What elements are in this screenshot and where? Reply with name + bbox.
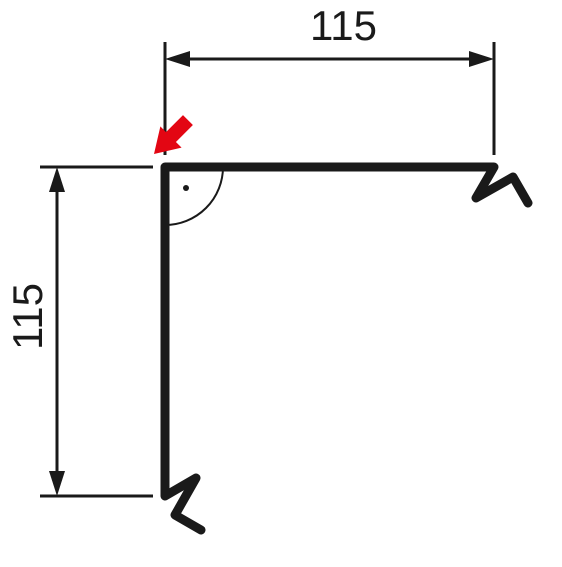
arrow-right-icon: [469, 51, 494, 67]
arrow-left-icon: [165, 51, 190, 67]
dimension-top: [165, 42, 494, 155]
technical-diagram: [0, 0, 562, 567]
dimension-left-value: 115: [4, 283, 52, 350]
arrow-up-icon: [49, 167, 65, 192]
angle-arc: [165, 167, 223, 225]
profile-outline: [165, 167, 528, 530]
arrow-down-icon: [49, 471, 65, 496]
pointer-arrow-icon: [143, 109, 198, 164]
dimension-top-value: 115: [310, 2, 377, 50]
dimension-left: [40, 167, 153, 496]
angle-dot: [183, 185, 189, 191]
